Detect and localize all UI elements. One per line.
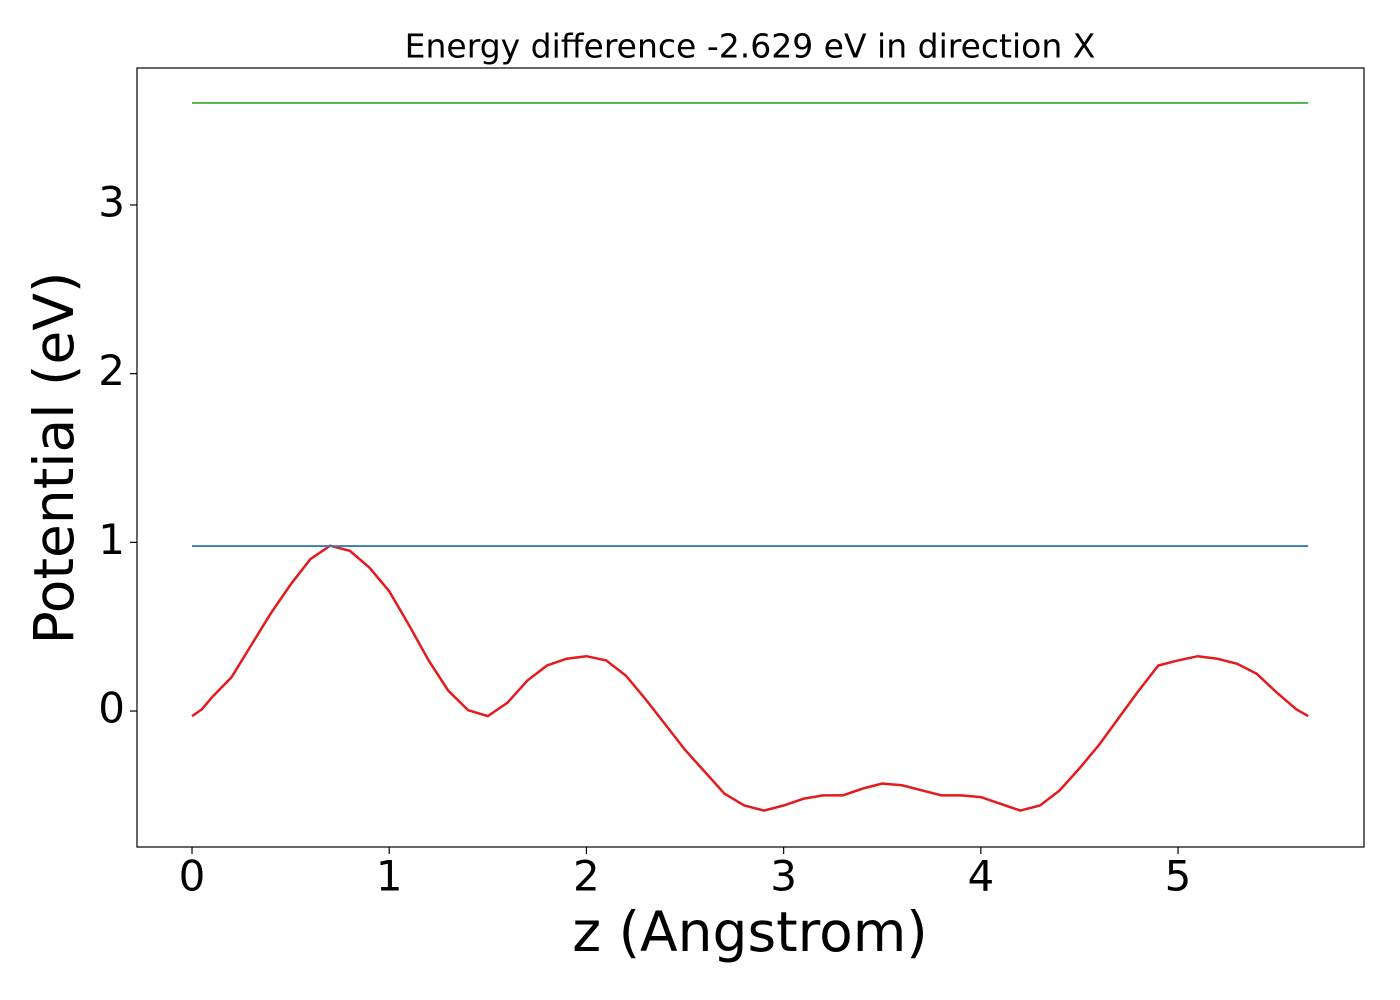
line-series: [191, 544, 1309, 812]
x-tick-label: 5: [1165, 852, 1192, 901]
plot-frame: [136, 67, 1365, 848]
x-tick-label: 2: [573, 852, 600, 901]
chart-title: Energy difference -2.629 eV in direction…: [405, 27, 1096, 66]
y-axis-label: Potential (eV): [22, 272, 86, 645]
y-tick-label: 3: [98, 177, 125, 226]
y-tick-label: 2: [98, 346, 125, 395]
y-tick-label: 1: [98, 515, 125, 564]
x-tick-label: 1: [376, 852, 403, 901]
y-tick-label: 0: [98, 684, 125, 733]
x-tick-label: 0: [179, 852, 206, 901]
x-tick-label: 3: [770, 852, 797, 901]
x-axis-label: z (Angstrom): [572, 900, 928, 964]
x-tick-label: 4: [967, 852, 994, 901]
